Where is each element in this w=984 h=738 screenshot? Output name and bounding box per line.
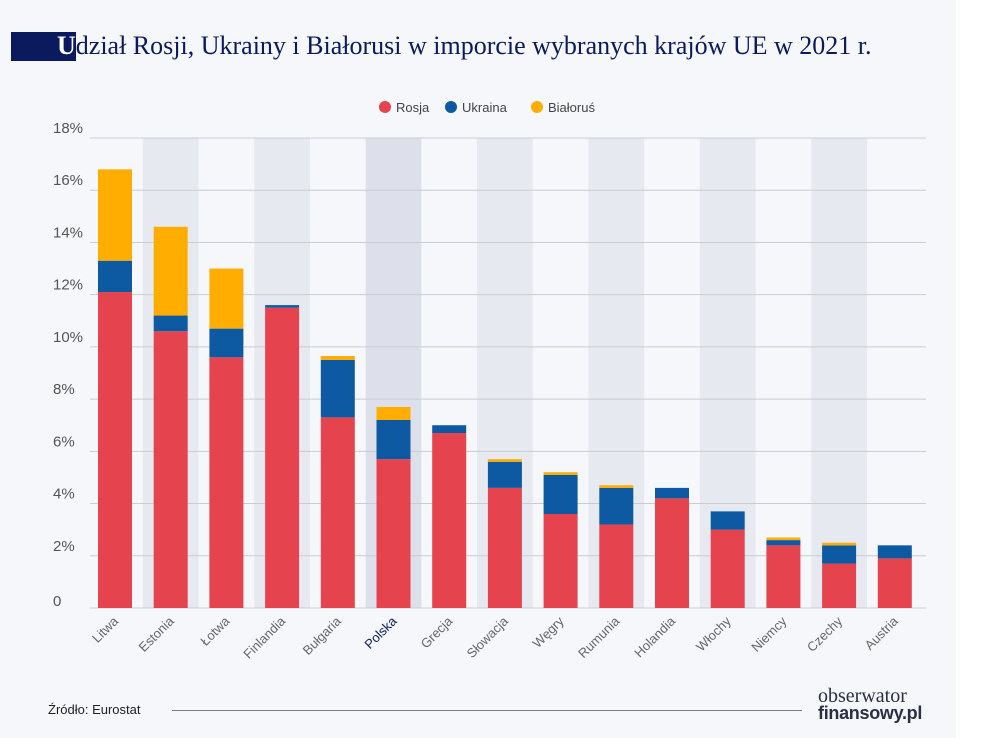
bar-segment-ukraina — [543, 474, 578, 514]
bar-segment-rosja — [543, 514, 578, 608]
bar-segment-białoruś — [766, 537, 801, 541]
logo: obserwator finansowy.pl — [818, 685, 923, 723]
bar-segment-ukraina — [376, 420, 411, 460]
bar-segment-ukraina — [877, 545, 912, 559]
bar-segment-ukraina — [710, 511, 745, 530]
legend-label: Ukraina — [462, 100, 508, 115]
bar-segment-rosja — [98, 292, 132, 608]
y-tick-label: 14% — [53, 224, 83, 241]
bar-segment-białoruś — [376, 406, 411, 420]
x-tick-label: Finlandia — [240, 613, 288, 661]
bar-segment-rosja — [432, 433, 467, 608]
y-tick-label: 12% — [53, 277, 83, 294]
legend-marker-rosja — [379, 101, 391, 113]
x-tick-label: Rumunia — [575, 613, 623, 661]
x-tick-label: Austria — [862, 613, 902, 653]
bar-segment-ukraina — [599, 487, 634, 525]
y-tick-label: 2% — [53, 538, 75, 555]
bar-segment-rosja — [655, 498, 689, 608]
x-tick-label: Grecja — [418, 613, 456, 651]
x-tick-label: Niemcy — [748, 613, 790, 655]
x-tick-label: Węgry — [530, 613, 568, 651]
bar-segment-białoruś — [320, 356, 355, 360]
bar-segment-ukraina — [265, 305, 300, 308]
bar-segment-rosja — [487, 487, 522, 608]
x-tick-label: Holandia — [631, 613, 678, 660]
bar-segment-rosja — [265, 307, 300, 608]
bar-segment-białoruś — [543, 472, 578, 475]
chart-title: Udział Rosji, Ukrainy i Białorusi w impo… — [57, 31, 872, 61]
x-tick-label: Czechy — [804, 613, 846, 655]
bar-segment-ukraina — [487, 461, 522, 488]
bar-segment-białoruś — [599, 485, 634, 488]
x-tick-label: Polska — [361, 613, 400, 652]
title-accent-box — [11, 32, 76, 61]
bar-segment-białoruś — [822, 542, 857, 546]
source-divider — [172, 710, 802, 711]
x-tick-label: Słowacja — [464, 613, 512, 661]
bar-segment-ukraina — [655, 487, 689, 499]
bar-segment-rosja — [320, 417, 355, 608]
bar-segment-białoruś — [209, 268, 244, 329]
bar-segment-rosja — [376, 459, 411, 608]
y-tick-label: 10% — [53, 329, 83, 346]
x-tick-label: Litwa — [89, 613, 122, 646]
bar-segment-rosja — [710, 529, 745, 608]
bar-segment-ukraina — [320, 359, 355, 418]
legend-label: Rosja — [396, 100, 430, 115]
y-tick-label: 4% — [53, 486, 75, 503]
y-tick-label: 18% — [53, 120, 83, 137]
bar-segment-rosja — [766, 545, 801, 608]
title-text: dział Rosji, Ukrainy i Białorusi w impor… — [75, 31, 872, 60]
bar-segment-ukraina — [98, 260, 132, 293]
y-tick-label: 8% — [53, 381, 75, 398]
bar-segment-ukraina — [822, 545, 857, 564]
x-tick-label: Estonia — [136, 613, 178, 655]
bar-segment-ukraina — [209, 328, 244, 358]
x-tick-label: Włochy — [693, 613, 734, 654]
bar-segment-białoruś — [487, 459, 522, 462]
x-tick-label: Bułgaria — [300, 613, 345, 658]
bar-segment-białoruś — [153, 226, 188, 316]
source-note: Źródło: Eurostat — [48, 702, 141, 717]
legend-label: Białoruś — [548, 100, 595, 115]
y-tick-label: 16% — [53, 172, 83, 189]
y-tick-label: 6% — [53, 433, 75, 450]
logo-line2: finansowy.pl — [818, 703, 923, 723]
x-tick-label: Łotwa — [197, 613, 233, 649]
legend-marker-białoruś — [531, 101, 543, 113]
bar-segment-rosja — [209, 357, 244, 608]
bar-segment-rosja — [877, 558, 912, 608]
bar-segment-ukraina — [153, 315, 188, 332]
column-shade — [811, 138, 867, 608]
y-tick-label: 0 — [53, 593, 61, 610]
bar-segment-ukraina — [766, 540, 801, 546]
title-first-letter: U — [57, 31, 76, 60]
legend-marker-ukraina — [445, 101, 457, 113]
bar-segment-białoruś — [98, 169, 132, 261]
bar-segment-rosja — [153, 331, 188, 608]
bar-segment-rosja — [599, 524, 634, 608]
bar-segment-rosja — [822, 563, 857, 608]
logo-line1: obserwator — [818, 685, 907, 707]
bar-segment-ukraina — [432, 425, 467, 434]
